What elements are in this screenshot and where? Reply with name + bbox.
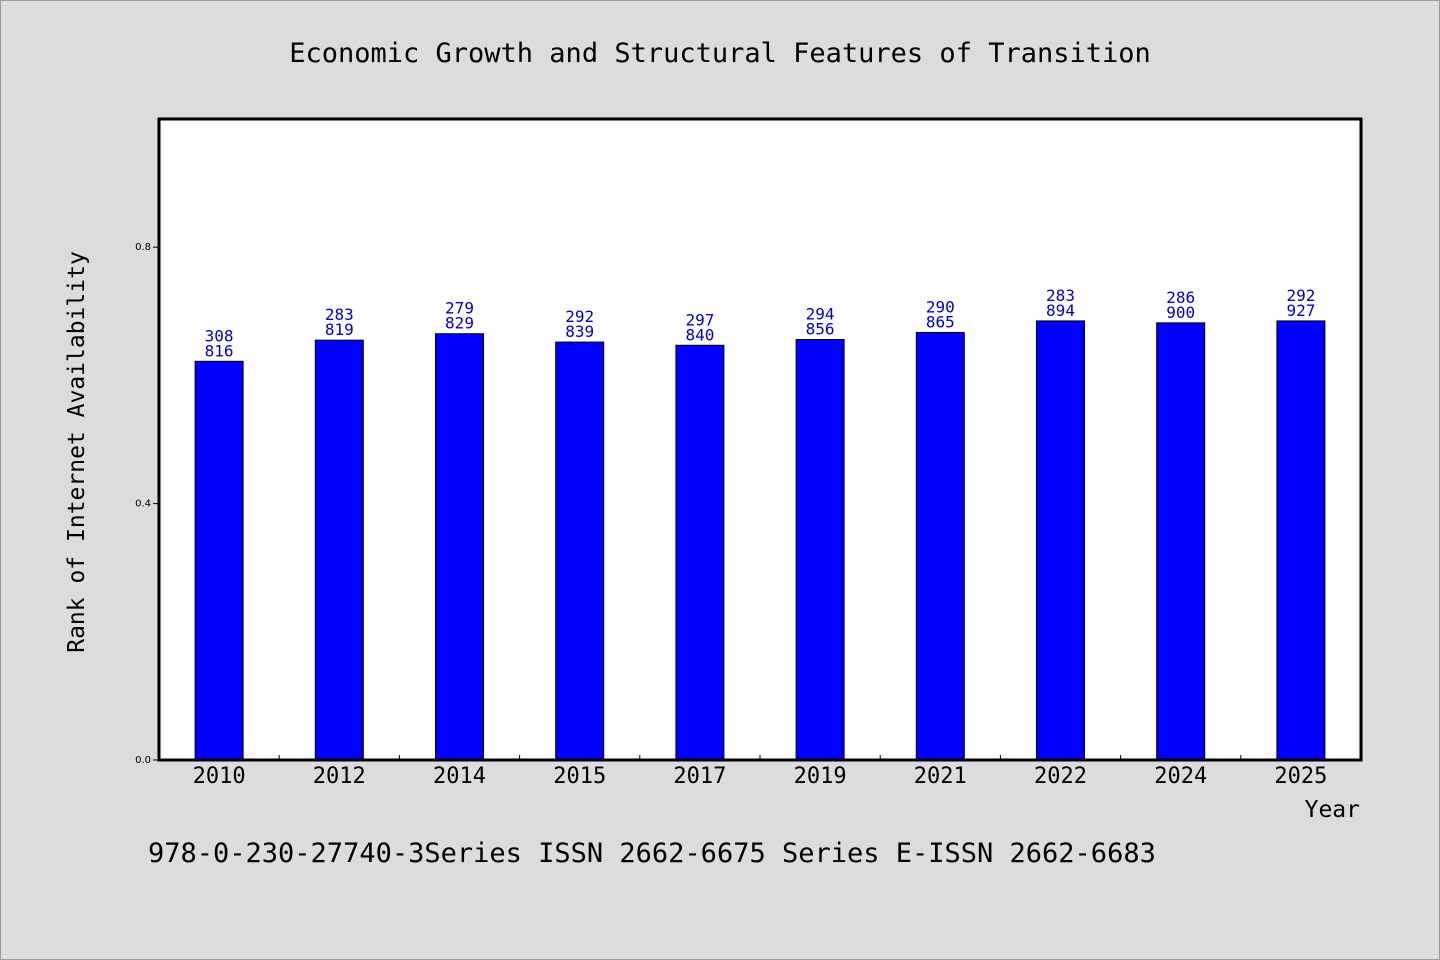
bar <box>314 339 364 761</box>
chart-title: Economic Growth and Structural Features … <box>289 38 1151 69</box>
plot-border <box>157 117 1363 762</box>
bar-series <box>194 320 1326 761</box>
bar <box>1276 320 1326 761</box>
x-axis: 2010 2012 2014 2015 2017 2019 2021 2022 2024 2025 <box>193 755 1327 789</box>
x-tick-label: 2025 <box>1274 764 1327 789</box>
y-tick-label: 0.8 <box>135 242 151 253</box>
bar-data-label-bottom: 816 <box>205 341 234 360</box>
footer-isbn-issn: 978-0-230-27740-3Series ISSN 2662-6675 S… <box>148 838 1156 869</box>
bar-data-label-top: 286 <box>1166 288 1195 307</box>
bar-data-label-top: 292 <box>1286 286 1315 305</box>
x-tick-label: 2010 <box>193 764 246 789</box>
bar <box>1156 322 1206 761</box>
bar-data-label-bottom: 900 <box>1166 303 1195 322</box>
x-tick-label: 2014 <box>433 764 486 789</box>
bar-data-label-top: 290 <box>926 297 955 316</box>
bar <box>555 341 605 761</box>
bar-data-label-top: 279 <box>445 299 474 318</box>
bar <box>795 339 845 761</box>
bar-data-label-bottom: 894 <box>1046 301 1075 320</box>
bar <box>675 344 725 761</box>
bar-data-label-bottom: 829 <box>445 314 474 333</box>
bar-data-label-bottom: 856 <box>806 320 835 339</box>
bar-data-label-bottom: 840 <box>685 325 714 344</box>
bar-data-label-top: 297 <box>685 310 714 329</box>
bar <box>915 331 965 761</box>
y-tick-label: 0.4 <box>135 499 151 510</box>
bar-data-label-top: 283 <box>325 305 354 324</box>
x-tick-label: 2024 <box>1154 764 1207 789</box>
y-axis: 0.0 0.4 0.8 <box>135 242 159 766</box>
bar <box>435 333 484 761</box>
x-tick-label: 2019 <box>794 764 847 789</box>
bar <box>194 360 244 761</box>
x-tick-label: 2022 <box>1034 764 1087 789</box>
x-tick-label: 2021 <box>914 764 967 789</box>
bar-data-label-top: 283 <box>1046 286 1075 305</box>
bar-data-label-top: 308 <box>205 326 234 345</box>
bar-data-label-top: 292 <box>565 307 594 326</box>
x-tick-label: 2012 <box>313 764 366 789</box>
bar-data-label-bottom: 865 <box>926 312 955 331</box>
x-axis-label: Year <box>1305 797 1360 823</box>
bar-data-label-bottom: 819 <box>325 320 354 339</box>
x-tick-label: 2015 <box>553 764 606 789</box>
bar <box>1036 320 1085 761</box>
y-axis-label: Rank of Internet Availability <box>64 251 90 653</box>
y-tick-label: 0.0 <box>135 755 151 766</box>
bar-data-label-bottom: 927 <box>1286 301 1315 320</box>
bar-data-label-top: 294 <box>806 305 835 324</box>
bar-data-label-bottom: 839 <box>565 322 594 341</box>
x-tick-label: 2017 <box>673 764 726 789</box>
